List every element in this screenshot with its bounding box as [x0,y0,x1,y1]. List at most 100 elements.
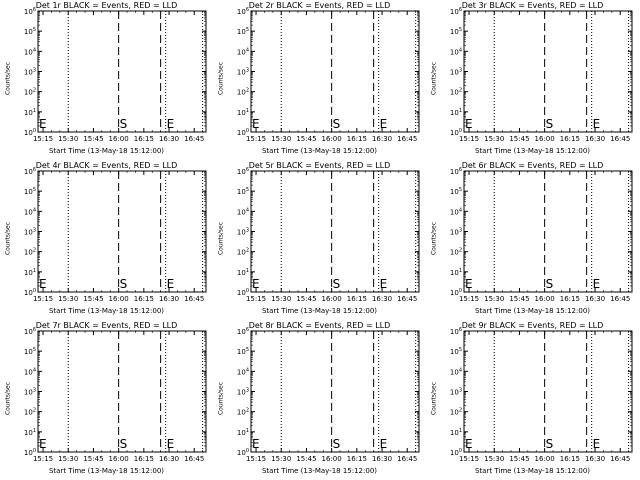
x-tick-label: 15:15 [459,295,479,303]
x-tick-label: 16:30 [372,135,392,143]
plot-area: 100 101 102 103 104 105 106 15:15 15:30 15:45 16:0… [450,167,633,303]
x-axis-label: Start Time (13-May-18 15:12:00) [261,147,378,155]
y-tick-label: 104 [237,47,249,56]
y-tick-label: 102 [237,408,249,417]
x-tick-label: 16:30 [585,135,605,143]
y-tick-label: 105 [237,187,249,196]
y-tick-label: 101 [24,268,36,277]
y-tick-label: 102 [24,408,36,417]
y-tick-label: 106 [450,327,462,336]
y-tick-label: 103 [24,228,36,237]
marker-label: E [380,117,388,131]
x-tick-label: 15:30 [271,295,291,303]
x-axis-label: Start Time (13-May-18 15:12:00) [474,307,591,315]
x-tick-label: 15:30 [58,455,78,463]
y-tick-label: 100 [450,128,462,137]
plot-frame [250,170,420,293]
marker-label: S [333,277,341,291]
y-tick-label: 100 [237,288,249,297]
x-tick-label: 16:15 [134,135,154,143]
x-tick-label: 16:00 [322,455,342,463]
y-tick-label: 100 [237,448,249,457]
plot-area: 100 101 102 103 104 105 106 15:15 15:30 15:45 16:0… [24,167,207,303]
x-tick-label: 16:30 [372,455,392,463]
y-tick-label: 105 [237,347,249,356]
plot-area: 100 101 102 103 104 105 106 15:15 15:30 15:45 16:0… [450,7,633,143]
x-tick-label: 16:30 [585,455,605,463]
y-tick-label: 101 [450,428,462,437]
x-tick-label: 16:00 [322,295,342,303]
y-tick-label: 105 [450,187,462,196]
y-tick-label: 105 [24,187,36,196]
plot-area: 100 101 102 103 104 105 106 15:15 15:30 15:45 16:0… [24,7,207,143]
x-tick-label: 15:45 [509,135,529,143]
x-tick-label: 16:45 [184,295,204,303]
x-tick-label: 16:30 [159,135,179,143]
marker-label: E [593,117,601,131]
edge-marker-label: E [465,117,473,131]
y-tick-label: 105 [450,347,462,356]
x-tick-label: 16:15 [560,135,580,143]
y-tick-label: 102 [450,408,462,417]
y-tick-label: 103 [237,388,249,397]
marker-label: E [593,277,601,291]
x-tick-label: 15:45 [296,135,316,143]
edge-marker-label: E [465,437,473,451]
x-tick-label: 15:30 [484,455,504,463]
edge-marker-label: E [39,277,47,291]
y-tick-label: 103 [237,68,249,77]
panel-title: Det 5r BLACK = Events, RED = LLD [248,161,391,170]
x-tick-label: 15:45 [509,295,529,303]
plot-frame [37,170,207,293]
y-tick-label: 102 [237,248,249,257]
y-tick-label: 100 [24,448,36,457]
y-tick-label: 100 [450,448,462,457]
x-tick-label: 16:30 [372,295,392,303]
marker-label: E [167,277,175,291]
y-tick-label: 106 [24,7,36,16]
x-tick-label: 15:45 [83,295,103,303]
y-tick-label: 101 [450,268,462,277]
y-tick-label: 103 [237,228,249,237]
y-tick-label: 102 [24,88,36,97]
plot-frame [463,330,633,453]
x-tick-label: 16:30 [585,295,605,303]
x-axis-label: Start Time (13-May-18 15:12:00) [48,467,165,475]
x-tick-label: 16:45 [610,295,630,303]
marker-label: S [120,437,128,451]
marker-label: S [546,277,554,291]
x-tick-label: 15:15 [246,135,266,143]
x-tick-label: 16:45 [184,455,204,463]
detector-panel: Det 2r BLACK = Events, RED = LLD Start Ti… [213,0,426,160]
y-tick-label: 101 [237,108,249,117]
x-tick-label: 16:15 [560,455,580,463]
y-tick-label: 105 [450,27,462,36]
y-tick-label: 106 [237,167,249,176]
y-tick-label: 104 [450,367,462,376]
x-tick-label: 15:30 [271,135,291,143]
x-tick-label: 16:00 [322,135,342,143]
y-tick-label: 101 [237,268,249,277]
y-tick-label: 103 [450,228,462,237]
marker-label: S [546,117,554,131]
plot-frame [463,10,633,133]
y-tick-label: 104 [450,47,462,56]
y-tick-label: 103 [24,68,36,77]
detector-panel: Det 9r BLACK = Events, RED = LLD Start Ti… [426,320,639,480]
x-tick-label: 16:45 [397,455,417,463]
x-tick-label: 16:00 [535,135,555,143]
x-axis-label: Start Time (13-May-18 15:12:00) [261,307,378,315]
plot-frame [250,10,420,133]
plot-area: 100 101 102 103 104 105 106 15:15 15:30 15:45 16:0… [237,327,420,463]
marker-label: S [120,277,128,291]
y-tick-label: 102 [450,248,462,257]
y-tick-label: 105 [237,27,249,36]
detector-panel: Det 8r BLACK = Events, RED = LLD Start Ti… [213,320,426,480]
x-tick-label: 15:30 [484,135,504,143]
x-tick-label: 15:45 [83,135,103,143]
edge-marker-label: E [252,277,260,291]
y-tick-label: 104 [237,367,249,376]
x-tick-label: 15:15 [33,135,53,143]
x-tick-label: 16:00 [535,455,555,463]
